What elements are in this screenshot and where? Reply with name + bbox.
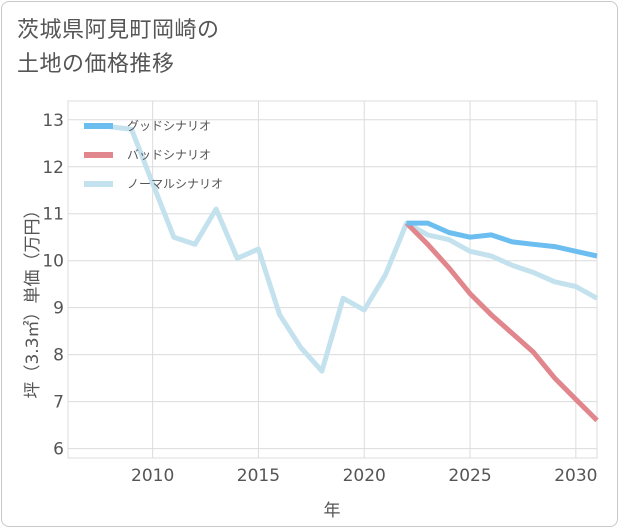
y-tick-label: 9 [53, 299, 64, 319]
y-tick-label: 8 [53, 346, 64, 366]
y-tick-label: 7 [53, 393, 64, 413]
legend-label: ノーマルシナリオ [127, 177, 223, 191]
y-tick-label: 13 [42, 111, 64, 131]
tick-labels: 6 7 8 9 10 11 12 13 2010 2015 2020 2025 2030 [42, 111, 597, 486]
y-tick-label: 10 [42, 252, 64, 272]
x-tick-label: 2020 [343, 466, 386, 486]
chart-title-line-1: 茨城県阿見町岡崎の [17, 18, 220, 43]
x-tick-label: 2015 [237, 466, 280, 486]
plot-area-border [67, 100, 598, 459]
series-lines [110, 124, 599, 423]
chart-title: 茨城県阿見町岡崎の 土地の価格推移 [17, 14, 220, 82]
y-tick-label: 12 [42, 158, 64, 178]
chart-title-line-2: 土地の価格推移 [17, 52, 175, 77]
series-line-3 [110, 124, 599, 374]
y-axis-title: 坪（3.3㎡）単価（万円） [23, 201, 43, 398]
y-tick-label: 11 [42, 205, 64, 225]
y-tick-label: 6 [53, 440, 64, 460]
legend-label: バッドシナリオ [127, 148, 211, 162]
legend-label: グッドシナリオ [127, 119, 211, 133]
series-line-2 [404, 221, 599, 423]
series-line-1 [406, 220, 598, 259]
x-tick-label: 2010 [131, 466, 174, 486]
x-tick-label: 2030 [554, 466, 597, 486]
x-tick-label: 2025 [448, 466, 491, 486]
x-axis-title: 年 [324, 501, 341, 521]
